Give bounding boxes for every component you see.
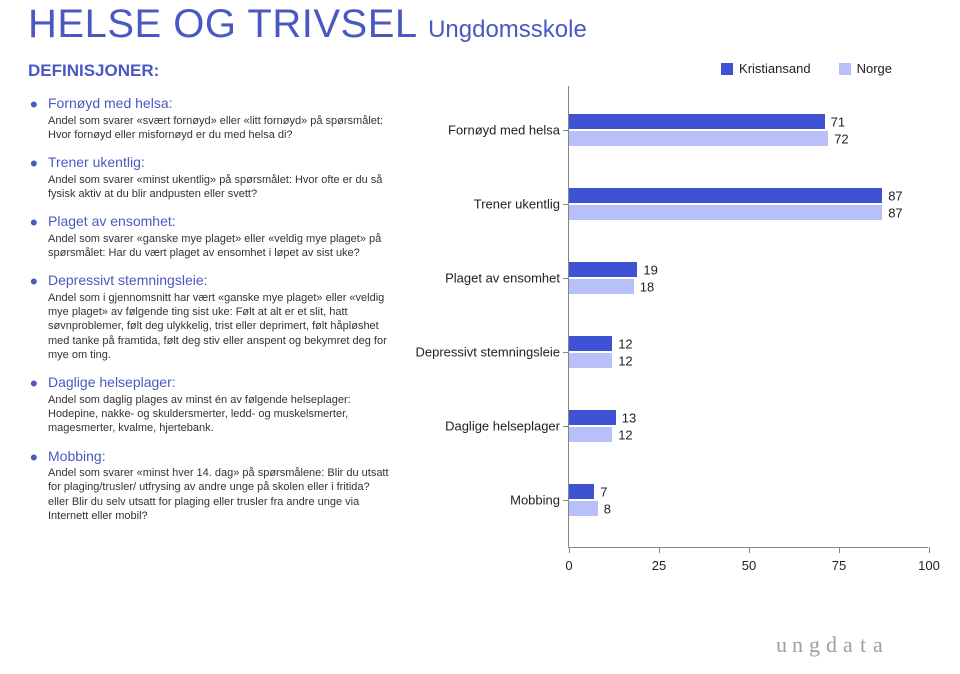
- bar: [569, 114, 825, 129]
- definition-desc: Andel som svarer «svært fornøyd» eller «…: [48, 114, 390, 143]
- category-label: Plaget av ensomhet: [445, 271, 560, 286]
- definitions-header: DEFINISJONER:: [28, 61, 390, 81]
- category-label: Daglige helseplager: [445, 419, 560, 434]
- svg-text:d: d: [826, 632, 838, 657]
- svg-text:a: a: [873, 632, 884, 657]
- bar: [569, 262, 637, 277]
- bar-value-label: 18: [640, 279, 654, 294]
- x-tick-label: 50: [742, 558, 756, 573]
- legend-swatch-icon: [721, 63, 733, 75]
- definitions-panel: DEFINISJONER: Fornøyd med helsa: Andel s…: [28, 61, 408, 578]
- bar: [569, 427, 612, 442]
- definition-desc: Andel som daglig plages av minst én av f…: [48, 393, 390, 436]
- title-main: HELSE OG TRIVSEL: [28, 2, 418, 46]
- bar-value-label: 12: [618, 353, 632, 368]
- svg-text:u: u: [776, 632, 788, 657]
- bar-chart: 0255075100Fornøyd med helsa7172Trener uk…: [408, 86, 928, 578]
- bar-value-label: 13: [622, 410, 636, 425]
- definition-term: Trener ukentlig:: [48, 154, 390, 172]
- bar: [569, 205, 882, 220]
- x-tick-label: 0: [565, 558, 572, 573]
- definition-item: Mobbing: Andel som svarer «minst hver 14…: [28, 448, 390, 524]
- legend-label: Kristiansand: [739, 61, 811, 76]
- category-label: Trener ukentlig: [474, 197, 560, 212]
- chart-legend: Kristiansand Norge: [408, 61, 932, 76]
- x-tick-label: 100: [918, 558, 940, 573]
- svg-text:g: g: [809, 632, 821, 657]
- bar-value-label: 87: [888, 188, 902, 203]
- bar-value-label: 71: [831, 114, 845, 129]
- definition-desc: Andel som svarer «minst hver 14. dag» på…: [48, 466, 390, 523]
- definition-item: Fornøyd med helsa: Andel som svarer «svæ…: [28, 95, 390, 142]
- bar-value-label: 8: [604, 501, 611, 516]
- bar: [569, 501, 598, 516]
- definition-term: Depressivt stemningsleie:: [48, 272, 390, 290]
- legend-item: Norge: [839, 61, 892, 76]
- svg-text:n: n: [792, 632, 804, 657]
- bar: [569, 131, 828, 146]
- x-tick-label: 75: [832, 558, 846, 573]
- bar-value-label: 19: [643, 262, 657, 277]
- bar-value-label: 87: [888, 205, 902, 220]
- definition-desc: Andel som i gjennomsnitt har vært «gansk…: [48, 291, 390, 362]
- title-sub: Ungdomsskole: [428, 16, 587, 43]
- legend-swatch-icon: [839, 63, 851, 75]
- legend-item: Kristiansand: [721, 61, 811, 76]
- category-label: Mobbing: [510, 493, 560, 508]
- definition-item: Depressivt stemningsleie: Andel som i gj…: [28, 272, 390, 362]
- definition-item: Daglige helseplager: Andel som daglig pl…: [28, 374, 390, 435]
- bar-value-label: 12: [618, 336, 632, 351]
- bar: [569, 410, 616, 425]
- bar: [569, 188, 882, 203]
- bar-value-label: 12: [618, 427, 632, 442]
- definitions-list: Fornøyd med helsa: Andel som svarer «svæ…: [28, 95, 390, 523]
- category-label: Fornøyd med helsa: [448, 123, 560, 138]
- legend-label: Norge: [857, 61, 892, 76]
- definition-term: Daglige helseplager:: [48, 374, 390, 392]
- bar: [569, 279, 634, 294]
- page-title: HELSE OG TRIVSEL Ungdomsskole: [28, 0, 932, 47]
- chart-plot-area: 0255075100Fornøyd med helsa7172Trener uk…: [568, 86, 928, 548]
- definition-term: Fornøyd med helsa:: [48, 95, 390, 113]
- definition-item: Plaget av ensomhet: Andel som svarer «ga…: [28, 213, 390, 260]
- bar: [569, 353, 612, 368]
- x-tick-label: 25: [652, 558, 666, 573]
- definition-term: Plaget av ensomhet:: [48, 213, 390, 231]
- bar-value-label: 7: [600, 484, 607, 499]
- bar: [569, 484, 594, 499]
- bar: [569, 336, 612, 351]
- definition-desc: Andel som svarer «minst ukentlig» på spø…: [48, 173, 390, 202]
- svg-text:t: t: [860, 632, 867, 657]
- ungdata-logo: u n g d a t a: [776, 630, 926, 660]
- bar-value-label: 72: [834, 131, 848, 146]
- svg-text:a: a: [843, 632, 854, 657]
- definition-term: Mobbing:: [48, 448, 390, 466]
- definition-item: Trener ukentlig: Andel som svarer «minst…: [28, 154, 390, 201]
- definition-desc: Andel som svarer «ganske mye plaget» ell…: [48, 232, 390, 261]
- category-label: Depressivt stemningsleie: [415, 345, 560, 360]
